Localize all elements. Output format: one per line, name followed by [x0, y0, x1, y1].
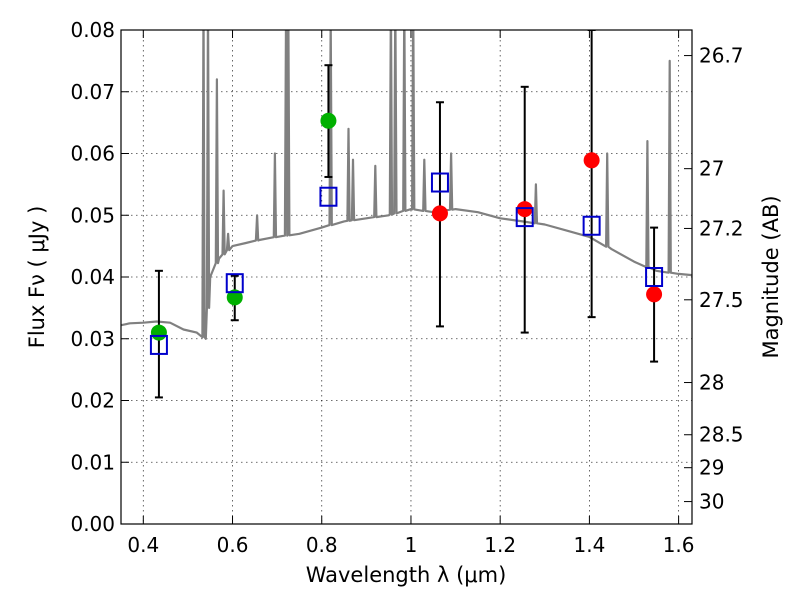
model-photometry-square	[319, 186, 338, 207]
y2-tick-label: 27	[699, 157, 724, 181]
model-photometry-square	[515, 207, 534, 228]
y-tick-label: 0.02	[70, 389, 115, 413]
model-photometry-square	[149, 334, 168, 355]
x-tick-label: 1.4	[573, 533, 605, 557]
y-tick-label: 0.01	[70, 450, 115, 474]
y2-tick-label: 28.5	[699, 423, 744, 447]
y-tick-label: 0.08	[70, 18, 115, 42]
infrared-data-point	[431, 205, 448, 222]
x-axis-label: Wavelength λ (μm)	[306, 563, 507, 587]
y-tick-label: 0.06	[70, 142, 115, 166]
x-tick-label: 1.2	[484, 533, 516, 557]
y2-tick-label: 30	[699, 490, 724, 514]
x-tick-label: 0.4	[127, 533, 159, 557]
infrared-data-point	[583, 152, 600, 169]
x-tick-label: 0.8	[306, 533, 338, 557]
photometry-points	[149, 30, 664, 399]
y-tick-label: 0.00	[70, 512, 115, 536]
y-axis-label: Flux Fν ( μJy )	[25, 206, 49, 349]
infrared-data-point	[646, 286, 663, 303]
axis-ticks: 0.4 0.6 0.8 1 1.2 1.4 1.6 0.00 0.01 0.02 0.03 0.04 0…	[70, 18, 743, 557]
x-tick-label: 0.6	[217, 533, 249, 557]
y2-tick-label: 29	[699, 456, 724, 480]
optical-data-point	[150, 324, 167, 341]
model-spectrum	[121, 30, 692, 340]
y2-axis-label: Magnitude (AB)	[759, 195, 783, 358]
x-tick-label: 1.6	[663, 533, 695, 557]
x-tick-label: 1	[405, 533, 418, 557]
y2-tick-label: 27.5	[699, 288, 744, 312]
y2-tick-label: 26.7	[699, 44, 744, 68]
y2-tick-label: 27.2	[699, 216, 744, 240]
optical-data-point	[226, 289, 243, 306]
model-photometry-square	[430, 172, 449, 193]
y-tick-label: 0.05	[70, 203, 115, 227]
y2-tick-label: 28	[699, 371, 724, 395]
optical-data-point	[320, 112, 337, 129]
model-spectrum-line	[121, 30, 692, 340]
model-photometry-square	[582, 215, 601, 236]
y-tick-label: 0.03	[70, 327, 115, 351]
model-photometry-square	[225, 273, 244, 294]
y-tick-label: 0.07	[70, 80, 115, 104]
y-tick-label: 0.04	[70, 265, 115, 289]
model-photometry-square	[645, 267, 664, 287]
